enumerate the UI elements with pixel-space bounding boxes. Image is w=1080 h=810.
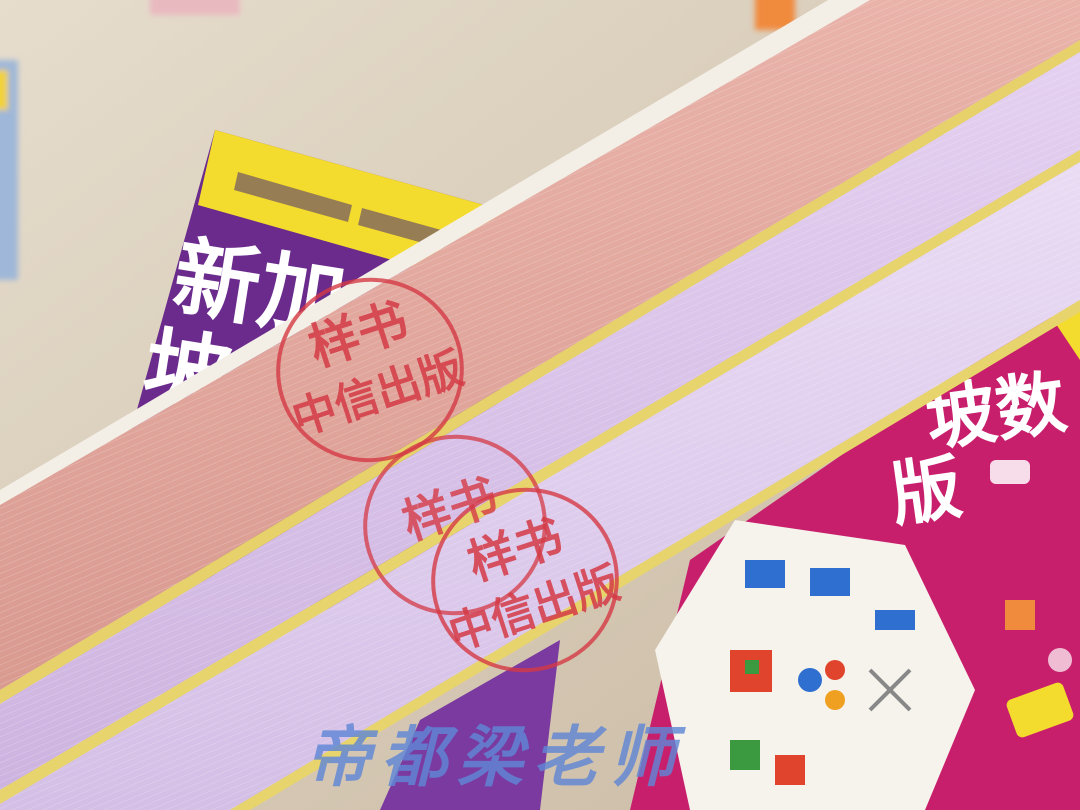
watermark-text: 帝都梁老师	[305, 718, 686, 796]
hexagon-activity-card-icon	[655, 520, 975, 810]
round-stamp-icon: 样书 中信出版	[431, 487, 626, 673]
background-objects	[0, 0, 795, 280]
bottom-book-cover	[380, 640, 560, 810]
right-book-cover: 坡数 版	[630, 290, 1080, 810]
activity-card-graphics	[730, 560, 915, 785]
right-book-title-2: 版	[886, 446, 967, 537]
